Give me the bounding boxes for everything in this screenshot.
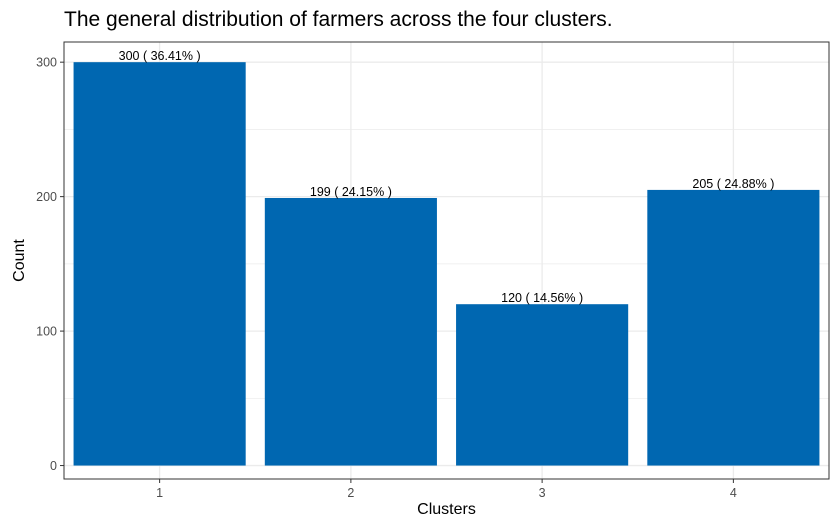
data-label: 120 ( 14.56% ) — [501, 291, 583, 305]
data-label: 205 ( 24.88% ) — [692, 177, 774, 191]
y-tick-label: 0 — [50, 459, 57, 473]
y-tick-label: 300 — [36, 56, 57, 70]
x-axis-title: Clusters — [417, 501, 476, 518]
x-tick-label: 4 — [730, 486, 737, 500]
bar — [647, 189, 820, 466]
y-axis-title: Count — [11, 239, 28, 282]
x-tick-label: 2 — [347, 486, 354, 500]
y-tick-label: 100 — [36, 325, 57, 339]
data-label: 300 ( 36.41% ) — [119, 49, 201, 63]
bar — [264, 197, 437, 466]
panel-border — [63, 41, 830, 480]
bar — [73, 62, 246, 466]
bar — [456, 304, 629, 466]
x-tick-label: 1 — [156, 486, 163, 500]
y-tick-label: 200 — [36, 190, 57, 204]
chart-title: The general distribution of farmers acro… — [64, 8, 613, 31]
x-tick-label: 3 — [539, 486, 546, 500]
data-label: 199 ( 24.15% ) — [310, 185, 392, 199]
